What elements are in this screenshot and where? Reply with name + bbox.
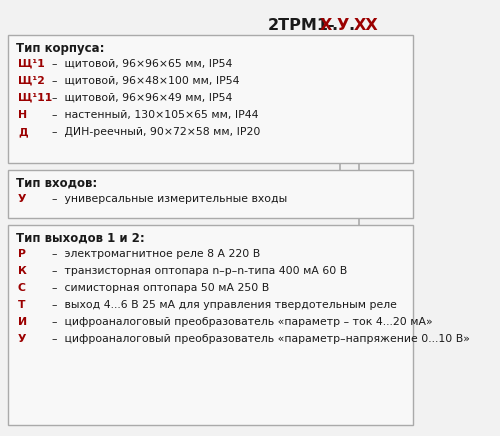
Text: .: . [348, 18, 354, 33]
Text: .: . [331, 18, 337, 33]
FancyBboxPatch shape [8, 35, 413, 163]
Text: –  настенный, 130×105×65 мм, IP44: – настенный, 130×105×65 мм, IP44 [52, 110, 258, 120]
Text: С: С [18, 283, 26, 293]
FancyBboxPatch shape [8, 225, 413, 425]
Text: –  щитовой, 96×48×100 мм, IP54: – щитовой, 96×48×100 мм, IP54 [52, 76, 240, 86]
Text: У: У [337, 18, 349, 33]
Text: Т: Т [18, 300, 26, 310]
Text: Н: Н [18, 110, 27, 120]
Text: Тип корпуса:: Тип корпуса: [16, 42, 104, 55]
Text: –  ДИН-реечный, 90×72×58 мм, IP20: – ДИН-реечный, 90×72×58 мм, IP20 [52, 127, 260, 137]
Text: У: У [18, 194, 26, 204]
Text: Д: Д [18, 127, 28, 137]
Text: Щ¹11: Щ¹11 [18, 93, 52, 103]
Text: Тип выходов 1 и 2:: Тип выходов 1 и 2: [16, 232, 145, 245]
Text: Х: Х [320, 18, 332, 33]
Text: –  электромагнитное реле 8 А 220 В: – электромагнитное реле 8 А 220 В [52, 249, 260, 259]
Text: К: К [18, 266, 27, 276]
Text: И: И [18, 317, 27, 327]
Text: –  транзисторная оптопара n–p–n-типа 400 мА 60 В: – транзисторная оптопара n–p–n-типа 400 … [52, 266, 347, 276]
Text: –  универсальные измерительные входы: – универсальные измерительные входы [52, 194, 287, 204]
Text: –  цифроаналоговый преобразователь «параметр–напряжение 0...10 В»: – цифроаналоговый преобразователь «парам… [52, 334, 470, 344]
Text: –  цифроаналоговый преобразователь «параметр – ток 4...20 мА»: – цифроаналоговый преобразователь «парам… [52, 317, 432, 327]
Text: –  щитовой, 96×96×65 мм, IP54: – щитовой, 96×96×65 мм, IP54 [52, 59, 233, 69]
Text: Р: Р [18, 249, 26, 259]
Text: Щ¹2: Щ¹2 [18, 76, 45, 86]
Text: 2ТРМ1-: 2ТРМ1- [268, 18, 336, 33]
Text: –  симисторная оптопара 50 мА 250 В: – симисторная оптопара 50 мА 250 В [52, 283, 269, 293]
Text: У: У [18, 334, 26, 344]
Text: –  выход 4...6 В 25 мА для управления твердотельным реле: – выход 4...6 В 25 мА для управления тве… [52, 300, 397, 310]
Text: Тип входов:: Тип входов: [16, 177, 97, 190]
Text: –  щитовой, 96×96×49 мм, IP54: – щитовой, 96×96×49 мм, IP54 [52, 93, 233, 103]
FancyBboxPatch shape [8, 170, 413, 218]
Text: Щ¹1: Щ¹1 [18, 59, 45, 69]
Text: ХХ: ХХ [354, 18, 379, 33]
